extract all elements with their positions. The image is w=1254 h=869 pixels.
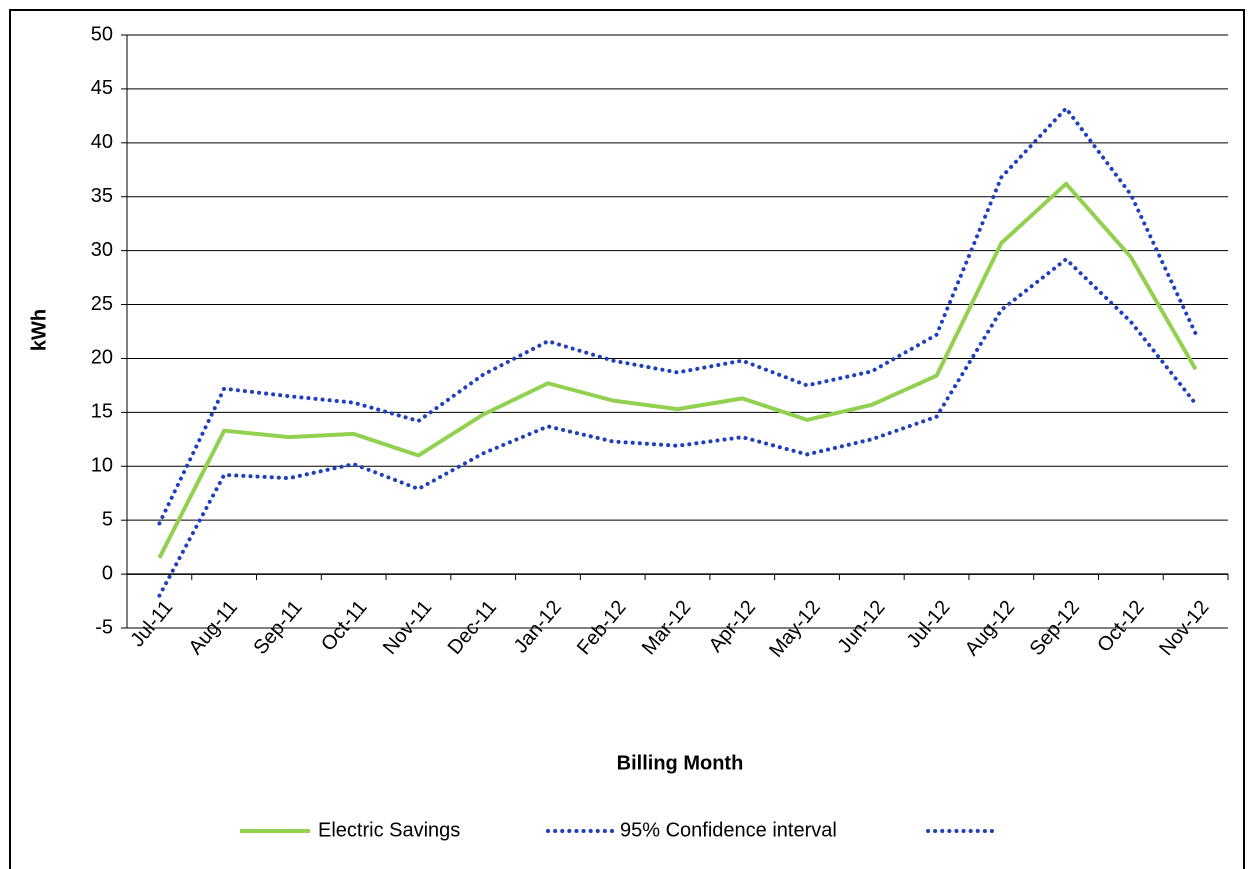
x-axis-title: Billing Month <box>617 752 744 774</box>
y-tick-label: 50 <box>91 23 113 45</box>
x-tick-label: Jul-11 <box>126 596 177 651</box>
y-tick-label: 15 <box>91 401 113 423</box>
x-tick-label: Jul-12 <box>903 596 955 652</box>
x-tick-label: Jun-12 <box>834 596 890 657</box>
series-line <box>157 256 1198 598</box>
y-tick-label: 5 <box>102 508 113 530</box>
series-line <box>157 181 1198 559</box>
y-tick-label: 0 <box>102 562 113 584</box>
y-tick-label: 45 <box>91 77 113 99</box>
x-tick-label: May-12 <box>765 596 825 661</box>
chart-frame <box>9 9 1245 869</box>
y-tick-label: 30 <box>91 239 113 261</box>
series-line <box>157 105 1198 526</box>
x-tick-label: Apr-12 <box>705 596 760 656</box>
y-tick-label: 25 <box>91 293 113 315</box>
x-tick-label: Jan-12 <box>510 596 566 657</box>
y-tick-label: 20 <box>91 347 113 369</box>
y-tick-label: 35 <box>91 185 113 207</box>
y-tick-label: 40 <box>91 131 113 153</box>
x-tick-label: Oct-12 <box>1093 596 1148 656</box>
y-tick-label: -5 <box>95 616 113 638</box>
legend-label: Electric Savings <box>318 819 460 841</box>
y-tick-label: 10 <box>91 455 113 477</box>
x-tick-label: Oct-11 <box>317 596 371 655</box>
y-axis-title: kWh <box>28 309 50 351</box>
legend-label: 95% Confidence interval <box>620 819 837 841</box>
